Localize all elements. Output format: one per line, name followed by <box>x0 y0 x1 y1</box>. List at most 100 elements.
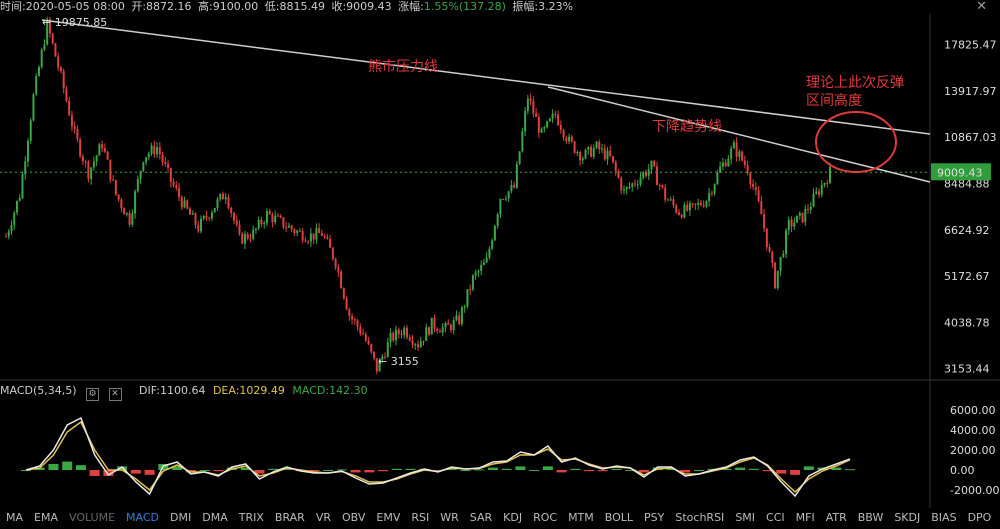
macd-bar <box>680 470 691 473</box>
candle-body <box>721 162 724 167</box>
candle-body <box>243 233 246 244</box>
candle-body <box>515 164 518 188</box>
candle-body <box>70 115 73 127</box>
candle-body <box>719 166 722 173</box>
candles-group <box>5 16 831 374</box>
candle-body <box>798 212 801 216</box>
candle-body <box>106 151 109 160</box>
tab-bbw[interactable]: BBW <box>857 511 884 524</box>
settings-icon[interactable]: ⚙ <box>86 388 100 401</box>
tab-atr[interactable]: ATR <box>825 511 847 524</box>
candle-body <box>268 211 271 215</box>
macd-bar <box>117 466 128 470</box>
candle-body <box>683 204 686 218</box>
candle-body <box>785 230 788 254</box>
tab-emv[interactable]: EMV <box>376 511 401 524</box>
candle-body <box>732 142 735 149</box>
macd-bar <box>515 466 526 470</box>
candle-body <box>84 161 87 163</box>
tab-mtm[interactable]: MTM <box>568 511 594 524</box>
candle-body <box>650 160 653 170</box>
candle-body <box>735 142 738 157</box>
tab-rsi[interactable]: RSI <box>411 511 430 524</box>
tab-vr[interactable]: VR <box>315 511 331 524</box>
candle-body <box>211 212 213 219</box>
tab-obv[interactable]: OBV <box>342 511 366 524</box>
macd-axis-tick: -2000.00 <box>950 484 999 497</box>
annotation-text: 区间高度 <box>806 92 862 109</box>
candle-body <box>438 331 441 333</box>
candle-body <box>447 323 450 325</box>
macd-axis-tick: 4000.00 <box>950 424 996 437</box>
tab-boll[interactable]: BOLL <box>604 511 634 524</box>
candle-body <box>559 125 562 131</box>
current-price-label: 9009.43 <box>937 166 983 179</box>
candle-body <box>576 152 579 154</box>
candle-body <box>274 215 277 223</box>
candle-body <box>167 163 170 168</box>
tab-ema[interactable]: EMA <box>34 511 58 524</box>
candle-body <box>727 158 730 167</box>
candle-body <box>752 183 755 188</box>
candle-body <box>109 159 112 180</box>
candle-body <box>117 194 120 200</box>
macd-bar <box>776 470 787 474</box>
candle-body <box>581 158 584 161</box>
macd-bar <box>639 470 649 473</box>
candle-body <box>24 161 27 175</box>
candle-body <box>587 146 590 150</box>
candle-body <box>480 264 483 271</box>
tab-sar[interactable]: SAR <box>469 511 493 524</box>
tab-cci[interactable]: CCI <box>766 511 785 524</box>
close-icon[interactable]: ✕ <box>976 0 987 14</box>
candle-body <box>710 192 713 194</box>
candle-body <box>356 320 359 327</box>
tab-ma[interactable]: MA <box>6 511 24 524</box>
candle-body <box>482 262 485 265</box>
tab-brar[interactable]: BRAR <box>274 511 305 524</box>
macd-bar <box>831 467 842 470</box>
tab-wr[interactable]: WR <box>440 511 459 524</box>
tab-mfi[interactable]: MFI <box>795 511 815 524</box>
tab-dma[interactable]: DMA <box>202 511 228 524</box>
price-axis-tick: 4038.78 <box>944 316 990 329</box>
candle-body <box>774 262 777 289</box>
candle-body <box>178 187 181 198</box>
macd-bar <box>130 470 141 474</box>
candle-body <box>227 197 230 208</box>
candle-body <box>307 241 310 243</box>
macd-bar <box>48 464 59 470</box>
candle-body <box>293 229 296 234</box>
candle-body <box>496 214 499 227</box>
tab-roc[interactable]: ROC <box>533 511 558 524</box>
tab-kdj[interactable]: KDJ <box>503 511 523 524</box>
tab-trix[interactable]: TRIX <box>238 511 264 524</box>
candle-body <box>156 147 159 155</box>
candle-body <box>309 233 312 242</box>
candle-body <box>754 187 757 191</box>
candle-body <box>150 145 153 154</box>
tab-skdj[interactable]: SKDJ <box>894 511 921 524</box>
change-readout: 涨幅:1.55%(137.28) <box>398 0 506 13</box>
price-axis-tick: 17825.47 <box>944 39 997 52</box>
macd-bar <box>89 470 100 476</box>
candle-body <box>471 275 474 290</box>
tab-psy[interactable]: PSY <box>644 511 665 524</box>
close-icon[interactable]: ✕ <box>108 388 122 401</box>
tab-dpo[interactable]: DPO <box>967 511 992 524</box>
tab-dmi[interactable]: DMI <box>170 511 192 524</box>
tab-volume[interactable]: VOLUME <box>68 511 116 524</box>
tab-bias[interactable]: BIAS <box>931 511 957 524</box>
candle-body <box>672 199 675 206</box>
tab-stochrsi[interactable]: StochRSI <box>675 511 725 524</box>
candle-body <box>367 340 370 345</box>
candle-body <box>397 329 400 334</box>
candle-body <box>87 161 90 180</box>
macd-bar <box>446 468 457 470</box>
candle-body <box>320 233 323 236</box>
annotation-text: 理论上此次反弹 <box>806 75 904 91</box>
chart-canvas[interactable]: 17825.47 13917.97 10867.03 8484.88 6624.92 51… <box>0 0 1000 508</box>
candle-body <box>90 167 93 180</box>
tab-smi[interactable]: SMI <box>735 511 756 524</box>
tab-macd[interactable]: MACD <box>126 511 160 524</box>
